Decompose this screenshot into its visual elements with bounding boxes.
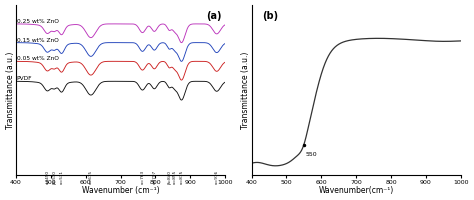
Text: α=797: α=797 xyxy=(152,169,156,183)
Text: α=875: α=875 xyxy=(180,169,183,183)
Text: β=840: β=840 xyxy=(167,169,171,183)
Text: PVDF: PVDF xyxy=(17,76,32,81)
Text: α=490: α=490 xyxy=(46,169,49,183)
Text: α=855: α=855 xyxy=(173,169,176,183)
Text: α=531: α=531 xyxy=(60,169,64,183)
X-axis label: Wavenumber (cm⁻¹): Wavenumber (cm⁻¹) xyxy=(82,186,159,194)
Text: β=510: β=510 xyxy=(52,169,56,183)
Text: α=976: α=976 xyxy=(215,169,219,183)
Text: 0.15 wt% ZnO: 0.15 wt% ZnO xyxy=(17,38,58,42)
Y-axis label: Transmittance (a.u.): Transmittance (a.u.) xyxy=(241,52,250,129)
Text: α=615: α=615 xyxy=(89,169,93,183)
Text: 0.25 wt% ZnO: 0.25 wt% ZnO xyxy=(17,19,58,24)
Text: 0.05 wt% ZnO: 0.05 wt% ZnO xyxy=(17,56,58,61)
Text: (a): (a) xyxy=(206,11,222,21)
Text: (b): (b) xyxy=(262,11,278,21)
Text: α=763: α=763 xyxy=(140,169,145,183)
Text: 550: 550 xyxy=(306,151,317,156)
Y-axis label: Transmittance (a.u.): Transmittance (a.u.) xyxy=(6,52,15,129)
X-axis label: Wavenumber(cm⁻¹): Wavenumber(cm⁻¹) xyxy=(319,186,394,194)
